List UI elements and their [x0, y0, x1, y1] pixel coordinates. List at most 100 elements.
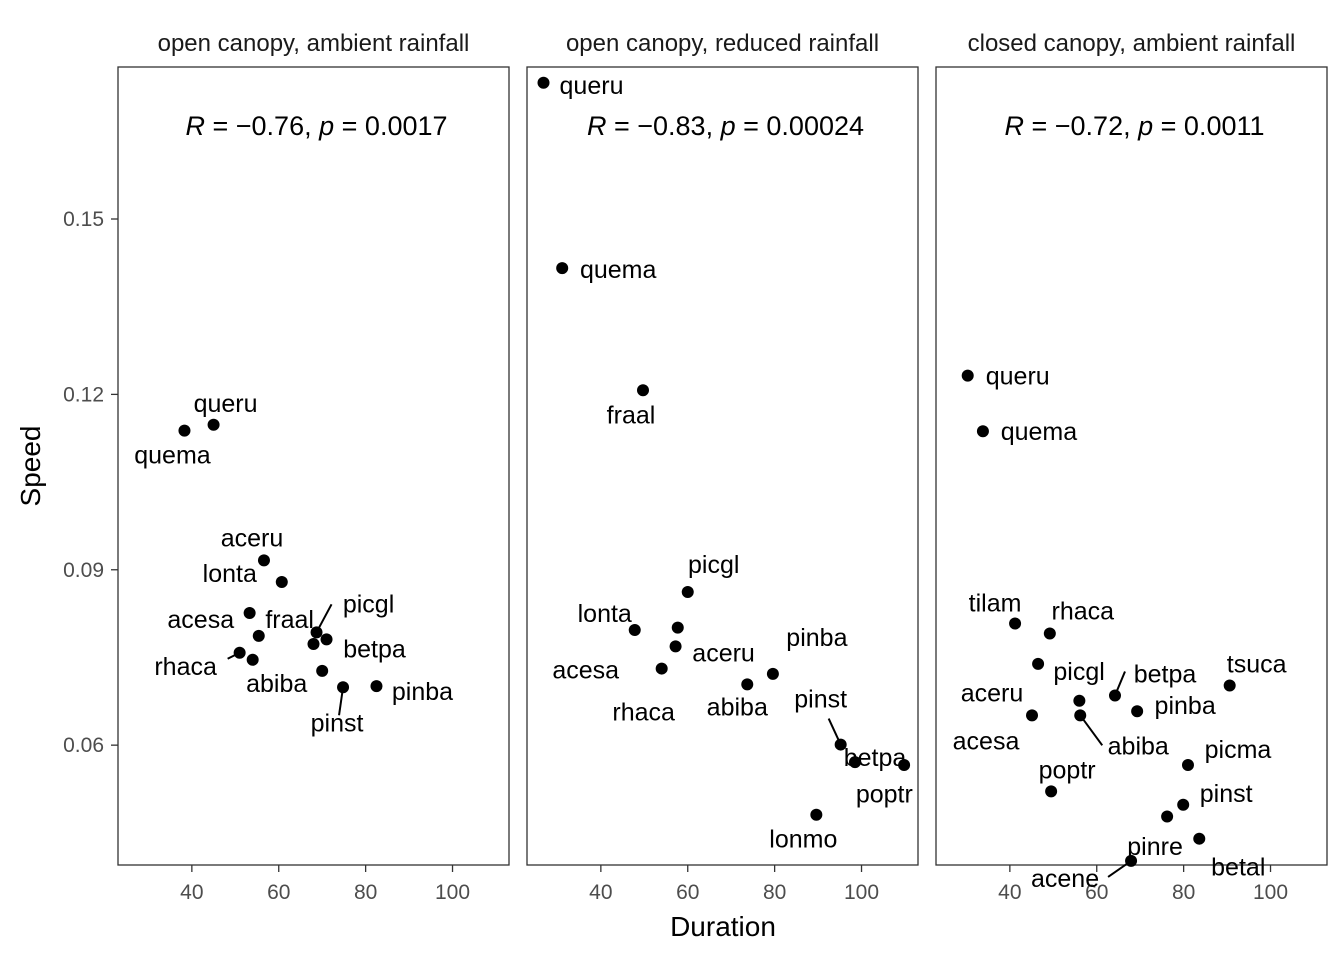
point-label: acesa [552, 657, 619, 685]
label-leader-line [1114, 671, 1126, 696]
data-point [961, 369, 974, 382]
point-label: pinba [392, 678, 453, 706]
data-point [741, 678, 754, 691]
stat-value: −0.83 [637, 111, 705, 141]
data-point [1223, 679, 1236, 692]
stat-symbol: R [587, 111, 607, 141]
data-point [537, 76, 550, 89]
point-label: betal [1211, 854, 1265, 882]
data-point [1032, 657, 1045, 670]
point-label: aceru [961, 679, 1024, 707]
data-point [655, 662, 668, 675]
data-point [636, 384, 649, 397]
panel-2: open canopy, reduced rainfall 40 60 80 100 R … [526, 30, 919, 904]
data-point [370, 680, 383, 693]
point-label: pinst [311, 709, 364, 737]
data-point [810, 808, 823, 821]
point-label: picgl [1053, 658, 1104, 686]
x-tick-label: 40 [180, 881, 203, 904]
point-label: aceru [221, 524, 284, 552]
data-point [671, 621, 684, 634]
point-label: betpa [844, 744, 907, 772]
point-label: poptr [856, 781, 913, 809]
data-point [976, 425, 989, 438]
point-label: rhaca [612, 699, 675, 727]
label-leader-line [338, 687, 345, 716]
x-tick-label: 60 [676, 881, 699, 904]
label-leader-line [227, 651, 241, 660]
point-label: betpa [1134, 660, 1197, 688]
point-label: queru [194, 390, 258, 418]
point-label: acesa [167, 606, 234, 634]
x-axis-title: Duration [670, 911, 776, 942]
data-point [1177, 798, 1190, 811]
x-tick-label: 60 [1085, 881, 1108, 904]
point-label: abiba [246, 670, 307, 698]
data-point [1193, 832, 1206, 845]
x-tick-label: 80 [1172, 881, 1195, 904]
point-label: pinst [794, 686, 847, 714]
point-label: rhaca [154, 653, 217, 681]
x-tick-label: 100 [844, 881, 879, 904]
stat-symbol: , [304, 111, 319, 141]
point-label: lonmo [769, 826, 837, 854]
y-tick-label: 0.12 [63, 383, 104, 406]
point-label: poptr [1039, 756, 1096, 784]
point-label: lonta [578, 600, 632, 628]
data-point [669, 640, 682, 653]
point-label: tsuca [1227, 651, 1287, 679]
y-tick-label: 0.09 [63, 559, 104, 582]
point-label: lonta [203, 560, 257, 588]
panel-frame [526, 66, 919, 866]
stat-symbol: = [1153, 111, 1184, 141]
point-label: acesa [953, 727, 1020, 755]
point-label: fraal [265, 606, 314, 634]
point-label: quema [134, 442, 211, 470]
data-point [1026, 709, 1039, 722]
point-label: picgl [343, 590, 394, 618]
data-point [1009, 617, 1022, 630]
stat-symbol: , [706, 111, 721, 141]
point-label: acene [1031, 865, 1099, 893]
data-point [1131, 705, 1144, 718]
point-label: quema [580, 256, 657, 284]
point-label: fraal [607, 401, 656, 429]
panel-title: open canopy, ambient rainfall [158, 30, 470, 57]
panel-frame [117, 66, 510, 866]
data-point [1045, 785, 1058, 798]
stat-value: −0.72 [1055, 111, 1123, 141]
point-label: abiba [1108, 732, 1169, 760]
panel-3: closed canopy, ambient rainfall 40 60 80 100… [935, 30, 1328, 904]
label-leader-line [1079, 714, 1104, 746]
stat-symbol: R [185, 111, 205, 141]
label-leader-line [315, 603, 333, 633]
stat-symbol: p [318, 111, 334, 141]
data-point [320, 633, 333, 646]
point-label: picma [1205, 736, 1272, 764]
data-point [766, 667, 779, 680]
point-label: rhaca [1052, 597, 1115, 625]
x-tick-label: 100 [1253, 881, 1288, 904]
stat-symbol: = [334, 111, 365, 141]
stat-value: 0.0011 [1184, 111, 1265, 141]
point-label: aceru [692, 639, 755, 667]
point-label: queru [986, 363, 1050, 391]
x-tick-label: 80 [354, 881, 377, 904]
stat-symbol: p [720, 111, 736, 141]
data-point [246, 653, 259, 666]
correlation-annotation: R = −0.76, p = 0.0017 [185, 111, 447, 141]
data-point [178, 424, 191, 437]
point-label: betpa [343, 635, 406, 663]
data-point [1181, 759, 1194, 772]
data-point [257, 554, 270, 567]
panel-title: closed canopy, ambient rainfall [968, 30, 1296, 57]
point-label: tilam [969, 590, 1022, 618]
stat-symbol: R [1004, 111, 1024, 141]
data-point [1073, 694, 1086, 707]
stat-value: −0.76 [236, 111, 304, 141]
data-point [849, 756, 862, 769]
x-tick-label: 40 [998, 881, 1021, 904]
correlation-annotation: R = −0.83, p = 0.00024 [587, 111, 864, 141]
x-tick-label: 40 [589, 881, 612, 904]
panel-title: open canopy, reduced rainfall [566, 30, 879, 57]
